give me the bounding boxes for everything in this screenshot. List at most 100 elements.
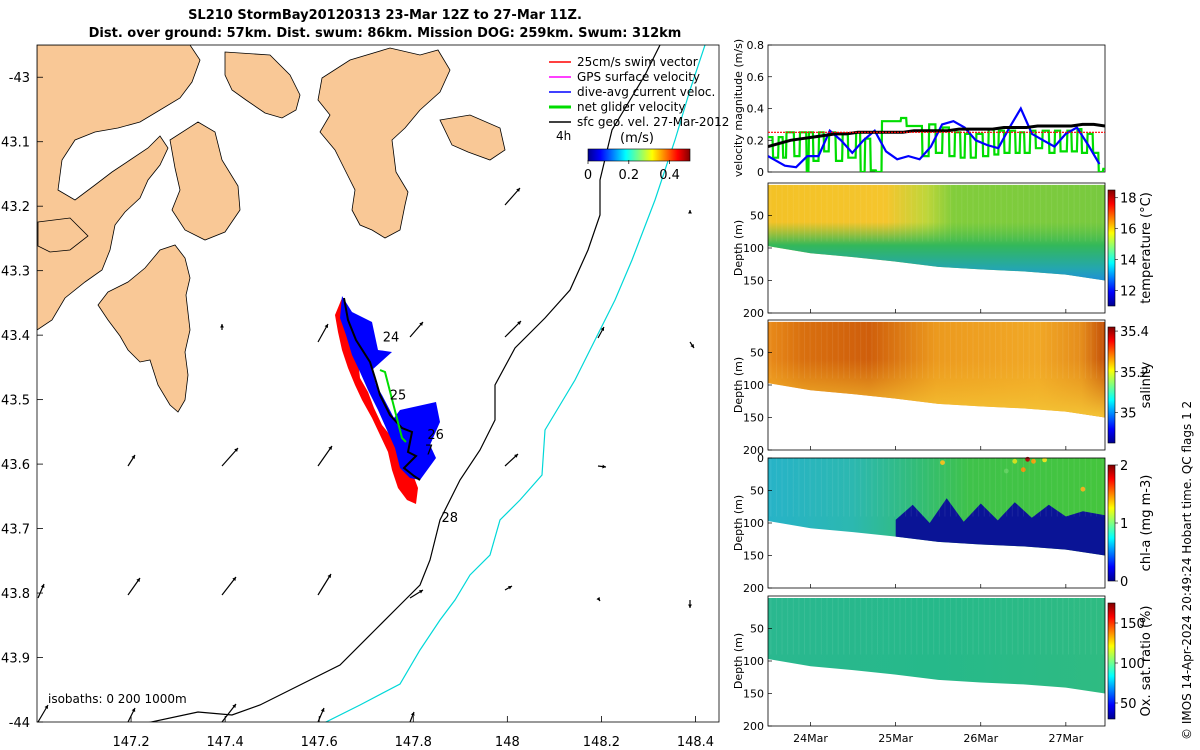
section-data-fill	[768, 598, 1105, 694]
section-ylabel: Depth (m)	[732, 495, 745, 551]
legend-label: GPS surface velocity	[577, 70, 700, 84]
figure-title: SL210 StormBay20120313 23-Mar 12Z to 27-…	[188, 8, 582, 23]
copyright-credit: © IMOS 14-Apr-2024 20:49:24 Hobart time.…	[1180, 400, 1194, 740]
section-chl-outlier	[940, 460, 945, 465]
geo-velocity-arrow	[504, 320, 522, 338]
section-ytick-label: 50	[750, 623, 764, 636]
section-ytick-label: 150	[743, 688, 764, 701]
geo-velocity-arrow	[221, 703, 237, 723]
section-ytick-label: 100	[743, 655, 764, 668]
geo-velocity-arrow	[317, 573, 332, 596]
track-green-segment	[379, 369, 407, 443]
map-xtick-label: 147.8	[395, 735, 432, 750]
map-xtick-label: 147.4	[207, 735, 244, 750]
time-axis-label: 25Mar	[878, 732, 913, 745]
speed-colorbar	[587, 148, 691, 162]
velocity-series-line	[768, 122, 1105, 149]
section-colorbar	[1107, 189, 1116, 307]
geo-velocity-arrowhead	[232, 704, 236, 708]
section-ytick-label: 100	[743, 379, 764, 392]
velocity-ytick-label: 0	[757, 166, 764, 179]
geo-velocity-arrowhead	[508, 586, 512, 590]
section-ylabel: Depth (m)	[732, 220, 745, 276]
section-panel-chl-a: 0 50 100 150 200 Depth (m) 0 1 2 chl-a (mg m-3)	[732, 452, 1154, 595]
geo-velocity-arrowhead	[136, 578, 140, 582]
section-colorbar-tick-label: 14	[1120, 254, 1137, 269]
map-ytick-label: 43.2	[1, 200, 30, 215]
isobath-label: isobaths: 0 200 1000m	[48, 692, 187, 706]
isobath-200m	[148, 45, 661, 722]
section-ytick-label: 150	[743, 275, 764, 288]
section-colorbar-label: chl-a (mg m-3)	[1139, 475, 1154, 572]
section-ytick-label: 200	[743, 720, 764, 733]
geo-velocity-arrowhead	[688, 210, 692, 214]
track-day-label: 28	[441, 511, 458, 526]
speed-colorbar-tick-label: 0	[584, 168, 592, 183]
map-land-layer	[37, 45, 506, 413]
land-forestier-peninsula	[317, 47, 451, 239]
speed-colorbar-tick-label: 0.2	[618, 168, 639, 183]
section-colorbar-tick-label: 1	[1120, 517, 1128, 532]
geo-velocity-arrowhead	[44, 705, 48, 709]
map-ytick-label: 43.7	[1, 523, 30, 538]
geo-velocity-arrowhead	[327, 574, 331, 578]
section-ytick-label: 200	[743, 582, 764, 595]
section-colorbar-tick-label: 35.2	[1120, 366, 1149, 381]
map-xtick-label: 147.2	[112, 735, 149, 750]
geo-velocity-arrow	[221, 447, 239, 467]
figure-subtitle: Dist. over ground: 57km. Dist. swum: 86k…	[88, 26, 682, 41]
section-panel-salinity: 50 100 150 200 Depth (m) 35 35.2 35.4 salinity	[732, 319, 1154, 457]
land-upper-bay	[37, 217, 89, 253]
section-colorbar	[1107, 602, 1116, 720]
geo-velocity-arrowhead	[514, 454, 518, 458]
section-chl-outlier	[1080, 486, 1086, 492]
section-colorbar	[1107, 464, 1116, 582]
map-axes: 147.2 147.4 147.6 147.8 148 148.2 148.4 -43 43.1…	[1, 71, 714, 750]
section-colorbar-tick-label: 2	[1120, 459, 1128, 474]
velocity-ytick-label: 0.6	[747, 71, 765, 84]
velocity-ytick-label: 0.4	[747, 103, 765, 116]
map-ytick-label: 43.8	[1, 587, 30, 602]
velocity-panel: 0 0.2 0.4 0.6 0.8 velocity magnitude (m/s)	[732, 39, 1106, 179]
map-xtick-label: 148	[495, 735, 520, 750]
map-ytick-label: 43.6	[1, 458, 30, 473]
section-ytick-label: 0	[757, 452, 764, 465]
track-black-line	[343, 297, 421, 481]
velocity-series	[768, 106, 1105, 172]
track-day-label: 26	[427, 428, 444, 443]
map-isobaths	[148, 45, 706, 722]
map-ytick-label: -44	[9, 716, 30, 731]
speed-colorbar-tick-label: 0.4	[659, 168, 680, 183]
section-colorbar-tick-label: 150	[1120, 617, 1145, 632]
track-blue-current	[340, 296, 440, 480]
section-ytick-label: 200	[743, 444, 764, 457]
velocity-ytick-label: 0.2	[747, 134, 765, 147]
land-maria-island	[439, 114, 506, 161]
legend-label: 25cm/s swim vector	[577, 55, 698, 69]
track-day-label: 24	[383, 331, 400, 346]
legend-label: dive-avg current veloc.	[577, 85, 715, 99]
geo-velocity-arrowhead	[40, 584, 45, 588]
geo-velocity-arrow	[317, 445, 333, 467]
section-colorbar-tick-label: 35	[1120, 406, 1137, 421]
geo-velocity-arrowhead	[220, 324, 224, 328]
isobath-1000m	[324, 45, 706, 722]
map-xtick-label: 148.2	[583, 735, 620, 750]
map-ytick-label: 43.1	[1, 136, 30, 151]
geo-velocity-arrowhead	[410, 712, 415, 716]
colorbar-units: (m/s)	[620, 131, 654, 146]
geo-velocity-arrowhead	[690, 344, 694, 348]
track-day-labels: 24 25 267 28	[383, 331, 458, 527]
geo-velocity-arrowhead	[419, 322, 423, 326]
glider-track: 24 25 267 28	[335, 296, 458, 526]
map-frame	[36, 44, 720, 723]
velocity-axes: 0 0.2 0.4 0.6 0.8	[747, 39, 772, 179]
section-chl-outlier	[1012, 458, 1018, 464]
map-xtick-label: 147.6	[301, 735, 338, 750]
section-colorbar-tick-label: 12	[1120, 285, 1137, 300]
geo-velocity-arrowhead	[131, 455, 135, 459]
time-axis-label: 24Mar	[793, 732, 828, 745]
